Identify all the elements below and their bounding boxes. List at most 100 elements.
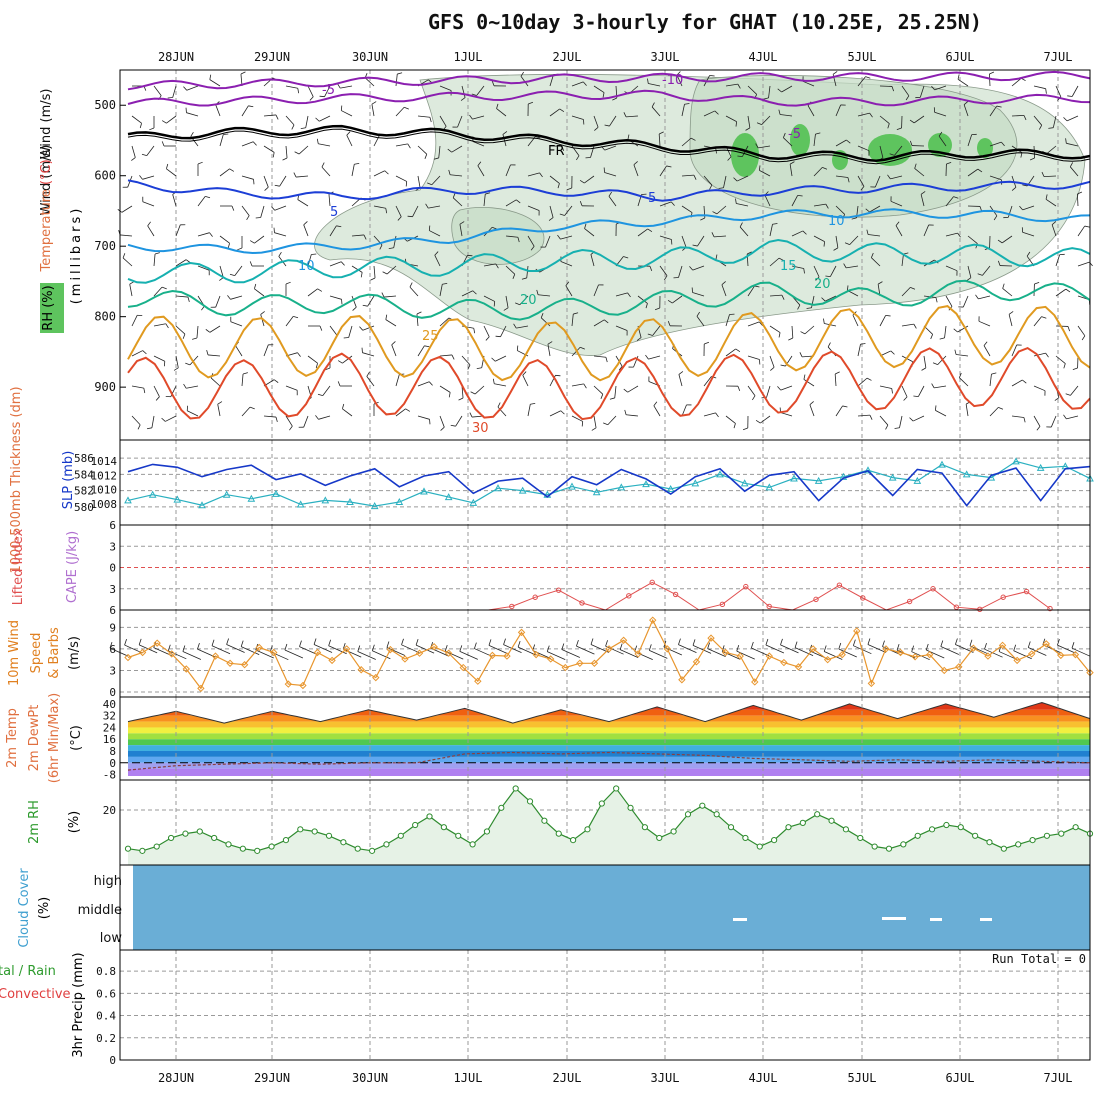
wind-barb-flag bbox=[142, 350, 147, 355]
cloud-level-label: low bbox=[100, 931, 123, 946]
rh-point bbox=[1043, 832, 1051, 839]
wind-barb bbox=[297, 199, 309, 207]
wind-barb-flag bbox=[429, 117, 432, 123]
wind-barb bbox=[703, 175, 713, 186]
wind-barb bbox=[186, 112, 199, 117]
wind-barb-flag bbox=[693, 174, 697, 180]
y-tick-label: 800 bbox=[94, 310, 116, 324]
wind-speed-point bbox=[590, 659, 599, 667]
wind-barb-flag bbox=[833, 247, 839, 251]
wind-barb-flag bbox=[823, 645, 827, 652]
wind-barb-flag bbox=[405, 408, 411, 412]
wind-barb-flag bbox=[240, 640, 244, 647]
wind-barb-flag bbox=[528, 101, 534, 105]
wind-barb bbox=[395, 74, 398, 87]
wind-barb bbox=[901, 287, 911, 297]
wind-barb-flag bbox=[187, 296, 190, 302]
wind-barb-flag bbox=[782, 132, 786, 138]
rh-high-area bbox=[977, 138, 993, 158]
wind-barb bbox=[1055, 355, 1066, 364]
wind-barb-flag bbox=[778, 332, 781, 338]
wind-barb bbox=[451, 145, 463, 153]
date-label-top: 5JUL bbox=[848, 50, 877, 64]
wind-barb bbox=[142, 175, 155, 180]
wind-barb-flag bbox=[736, 644, 740, 652]
wind-barb-flag bbox=[440, 426, 445, 431]
wind-barb-flag bbox=[896, 643, 900, 651]
wind-barb bbox=[780, 385, 793, 391]
wind-barb bbox=[890, 200, 903, 207]
wind-barb bbox=[1077, 325, 1086, 337]
wind-barb-flag bbox=[336, 225, 342, 228]
wind-barb bbox=[681, 137, 692, 147]
wind-barb bbox=[849, 235, 859, 245]
temp-tick-label: 0 bbox=[109, 757, 116, 770]
wind-barb-flag bbox=[154, 252, 160, 255]
wind-speed-point bbox=[197, 684, 205, 693]
thickness-point bbox=[617, 483, 626, 491]
wind-barb-flag bbox=[201, 305, 205, 311]
wind-barb bbox=[714, 235, 727, 238]
wind-barb bbox=[175, 224, 181, 237]
wind-barb-flag bbox=[977, 273, 983, 276]
wind-speed-point bbox=[853, 627, 861, 635]
wind-barb-flag bbox=[139, 175, 143, 180]
thickness-point bbox=[888, 473, 897, 481]
thickness-point bbox=[1012, 457, 1020, 465]
wind-barb bbox=[678, 265, 683, 278]
wind-barb-flag bbox=[664, 275, 668, 281]
wind-barb bbox=[230, 321, 243, 327]
wind-barb bbox=[857, 145, 870, 152]
wind-barb bbox=[395, 143, 408, 147]
rh-point bbox=[771, 836, 778, 844]
wind-barb-flag bbox=[495, 263, 499, 269]
wind-barb bbox=[703, 376, 712, 387]
lifted-index-point bbox=[1000, 594, 1006, 600]
wind-barb-flag bbox=[905, 95, 910, 101]
li-tick-label: 3 bbox=[109, 540, 116, 553]
wind-barb-flag bbox=[458, 397, 464, 401]
wind-barb bbox=[1022, 205, 1035, 211]
wind-barb-flag bbox=[273, 379, 279, 383]
wind-barb bbox=[540, 317, 551, 327]
wind-barb-flag bbox=[910, 286, 916, 290]
wind-barb-flag bbox=[264, 186, 269, 191]
wind-barb bbox=[703, 110, 716, 117]
wind-barb bbox=[967, 168, 979, 177]
wind-barb-flag bbox=[557, 183, 560, 189]
wind-barb bbox=[1055, 288, 1067, 297]
thickness-point bbox=[198, 501, 206, 509]
wind-barb bbox=[571, 115, 584, 120]
wind-barb-flag bbox=[742, 427, 748, 431]
wind-barb-flag bbox=[428, 381, 433, 386]
li-tick-label: 3 bbox=[109, 583, 116, 596]
wind-barb bbox=[576, 645, 595, 655]
wind-barb bbox=[319, 115, 331, 122]
wind-speed-point bbox=[561, 663, 569, 672]
lifted-index-point bbox=[743, 583, 749, 590]
wind-barb bbox=[527, 235, 535, 247]
wind-barb-flag bbox=[581, 421, 584, 427]
wind-barb-flag bbox=[627, 292, 631, 298]
wind-barb-flag bbox=[624, 409, 627, 415]
rh-point bbox=[182, 830, 189, 837]
date-label-bottom: 1JUL bbox=[454, 1071, 483, 1085]
temp-axis-label: 2m Temp bbox=[5, 708, 20, 768]
wind-barb-flag bbox=[718, 187, 724, 189]
wind-barb-flag bbox=[540, 313, 544, 318]
wind-barb bbox=[935, 410, 947, 417]
wind-barb-flag bbox=[317, 288, 323, 292]
wind-barb-flag bbox=[676, 71, 681, 76]
date-label-bottom: 28JUN bbox=[158, 1071, 194, 1085]
wind-barb-flag bbox=[460, 97, 466, 101]
wind-barb-flag bbox=[891, 86, 895, 92]
wind-barb bbox=[678, 374, 683, 387]
wind-barb-flag bbox=[605, 357, 608, 363]
wind-barb-flag bbox=[451, 354, 455, 360]
wind-barb bbox=[545, 235, 551, 248]
wind-speed-line bbox=[127, 618, 1091, 690]
wind-barb-flag bbox=[129, 281, 135, 285]
wind-barb bbox=[461, 85, 466, 98]
wind-barb-flag bbox=[993, 215, 998, 221]
rh-point bbox=[469, 841, 476, 848]
